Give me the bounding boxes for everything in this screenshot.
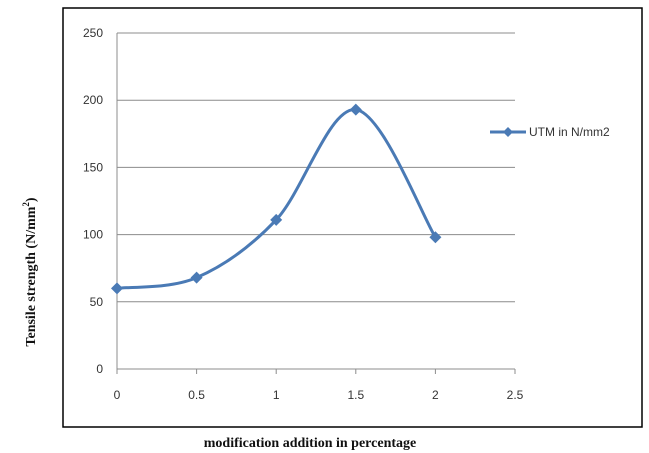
x-tick-label: 0.5 — [188, 388, 205, 402]
legend: UTM in N/mm2 — [490, 125, 610, 139]
data-point — [429, 231, 442, 244]
x-tick-label: 2.5 — [507, 388, 524, 402]
x-axis-title: modification addition in percentage — [204, 436, 416, 451]
y-tick-label: 0 — [96, 362, 103, 376]
x-tick-label: 0 — [114, 388, 121, 402]
chart-area-border — [62, 7, 643, 428]
legend-label: UTM in N/mm2 — [529, 125, 610, 139]
data-point — [349, 103, 362, 116]
x-tick-label: 2 — [432, 388, 439, 402]
y-tick-label: 50 — [90, 295, 104, 309]
series-line — [116, 108, 437, 290]
legend-marker — [503, 127, 513, 137]
data-point — [190, 271, 203, 284]
y-axis-title-close: ) — [24, 197, 39, 202]
y-axis-title: Tensile strength (N/mm2) — [21, 197, 39, 347]
data-point — [270, 213, 283, 226]
x-tick-label: 1 — [273, 388, 280, 402]
x-tick-label: 1.5 — [347, 388, 364, 402]
x-axis-ticks: 0 0.5 1 1.5 2 2.5 — [114, 369, 524, 402]
y-tick-label: 100 — [83, 228, 103, 242]
gridlines — [116, 32, 515, 370]
series-group — [111, 103, 442, 295]
y-axis-ticks: 0 50 100 150 200 250 — [83, 26, 103, 376]
y-tick-label: 150 — [83, 160, 103, 174]
y-axis-title-superscript: 2 — [21, 202, 31, 207]
y-tick-label: 200 — [83, 93, 103, 107]
data-point — [111, 282, 123, 295]
y-tick-label: 250 — [83, 26, 103, 40]
y-axis-title-main: Tensile strength (N/mm — [24, 206, 39, 346]
